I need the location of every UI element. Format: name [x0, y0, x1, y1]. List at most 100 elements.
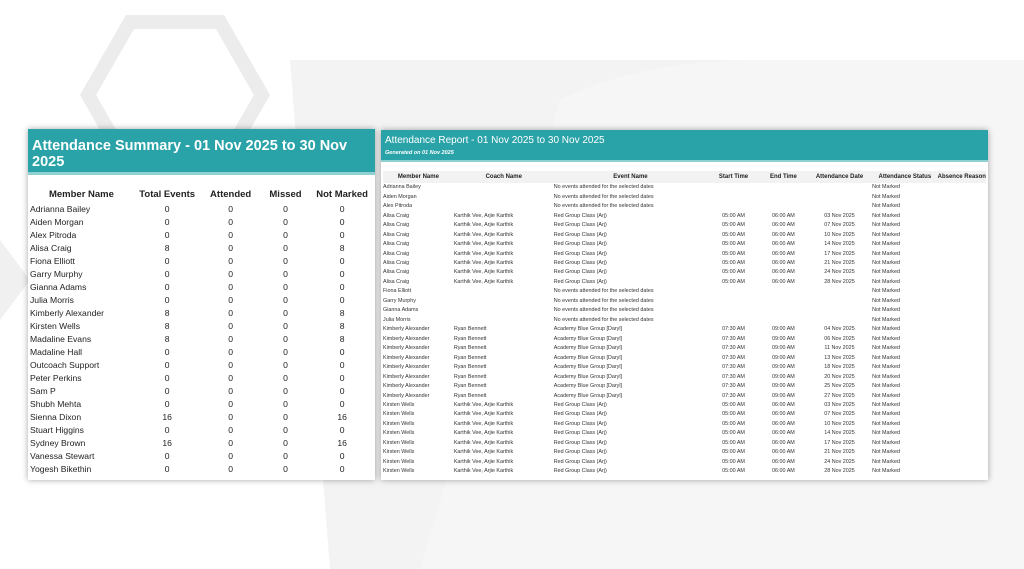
report-cell: Kimberly Alexander [383, 345, 430, 352]
report-cell: Not Marked [872, 288, 900, 295]
report-cell: Academy Blue Group [Daryl] [553, 373, 623, 380]
report-cell [707, 183, 760, 192]
report-cell: 05:00 AM [722, 439, 745, 446]
count-cell: 0 [228, 372, 234, 383]
report-cell: No events attended for the selected date… [553, 203, 654, 210]
table-row: Sam P 0 0 0 0 [30, 384, 373, 397]
report-cell: 05:00 AM [722, 259, 745, 266]
report-cell: 09:00 AM [772, 392, 795, 399]
report-title: Attendance Report - 01 Nov 2025 to 30 No… [385, 135, 605, 146]
report-cell: No events attended for the selected date… [553, 307, 654, 314]
report-cell: Alisa Craig [383, 269, 410, 276]
report-cell: No events attended for the selected date… [553, 193, 654, 200]
report-cell: Kirsten Wells [383, 430, 415, 437]
table-row: Alisa Craig Karthik Vee, Arjie Karthik Red… [383, 221, 986, 230]
count-cell: 0 [228, 203, 234, 214]
report-cell: Not Marked [872, 364, 900, 371]
report-cell: 06:00 AM [772, 468, 795, 475]
count-cell: 0 [164, 294, 170, 305]
report-cell [807, 316, 872, 325]
table-row: Kimberly Alexander Ryan Bennett Academy Bl… [383, 325, 986, 334]
report-cell: Kirsten Wells [383, 402, 415, 409]
table-row: Madaline Evans 8 0 0 8 [30, 332, 373, 345]
report-cell: Ryan Bennett [453, 335, 487, 342]
report-cell: Julia Morris [383, 316, 411, 323]
report-cell: Karthik Vee, Arjie Karthik [453, 439, 514, 446]
count-cell: 0 [339, 359, 345, 370]
table-row: Fiona Elliott No events attended for the … [383, 287, 986, 296]
report-cell [807, 306, 872, 315]
report-cell: Red Group Class (Arj) [553, 278, 607, 285]
report-cell: Ryan Bennett [453, 354, 487, 361]
report-cell [760, 202, 807, 211]
summary-generated-date: Generated on 01 Nov 2025 [32, 176, 133, 185]
report-cell: Garry Murphy [383, 297, 416, 304]
report-cell: Not Marked [872, 430, 900, 437]
count-cell: 0 [339, 424, 345, 435]
report-cell: No events attended for the selected date… [553, 184, 654, 191]
report-cell [938, 458, 986, 467]
report-cell: 05:00 AM [722, 250, 745, 257]
report-cell: Ryan Bennett [453, 345, 487, 352]
member-name-cell: Fiona Elliott [30, 255, 75, 266]
report-cell: Red Group Class (Arj) [553, 439, 607, 446]
report-cell: Not Marked [872, 269, 900, 276]
report-cell: Red Group Class (Arj) [553, 231, 607, 238]
report-cell [938, 410, 986, 419]
report-cell [454, 287, 554, 296]
table-row: Kirsten Wells Karthik Vee, Arjie Karthik R… [383, 458, 986, 467]
report-cell: 06:00 AM [772, 212, 795, 219]
report-cell: Karthik Vee, Arjie Karthik [453, 468, 514, 475]
report-cell [938, 259, 986, 268]
count-cell: 16 [337, 411, 347, 422]
table-row: Kimberly Alexander Ryan Bennett Academy Bl… [383, 344, 986, 353]
count-cell: 0 [339, 203, 345, 214]
report-cell: Not Marked [872, 373, 900, 380]
table-row: Alisa Craig Karthik Vee, Arjie Karthik Red… [383, 240, 986, 249]
table-row: Kimberly Alexander Ryan Bennett Academy Bl… [383, 363, 986, 372]
report-cell [938, 240, 986, 249]
count-cell: 0 [283, 385, 288, 396]
column-header: Member Name [397, 174, 439, 180]
report-cell: Not Marked [872, 449, 900, 456]
report-cell: Karthik Vee, Arjie Karthik [453, 269, 514, 276]
report-cell: Red Group Class (Arj) [553, 402, 607, 409]
count-cell: 0 [164, 229, 170, 240]
report-cell: 11 Nov 2025 [824, 345, 855, 352]
count-cell: 0 [283, 255, 288, 266]
table-row: Aiden Morgan 0 0 0 0 [30, 215, 373, 228]
count-cell: 0 [283, 398, 288, 409]
report-cell [938, 335, 986, 344]
report-cell: Not Marked [872, 411, 900, 418]
report-cell: Red Group Class (Arj) [553, 222, 607, 229]
column-header: Coach Name [485, 174, 522, 180]
report-cell [938, 353, 986, 362]
count-cell: 0 [283, 216, 288, 227]
report-cell: 06:00 AM [772, 259, 795, 266]
report-cell: 06:00 AM [772, 449, 795, 456]
report-header: Attendance Report - 01 Nov 2025 to 30 No… [381, 130, 988, 162]
table-row: Fiona Elliott 0 0 0 0 [30, 254, 373, 267]
count-cell: 0 [164, 463, 170, 474]
report-cell [938, 316, 986, 325]
member-name-cell: Sydney Brown [30, 437, 86, 448]
report-cell: Not Marked [872, 468, 900, 475]
member-name-cell: Kirsten Wells [30, 320, 80, 331]
report-cell: Karthik Vee, Arjie Karthik [453, 222, 514, 229]
table-row: Kimberly Alexander 8 0 0 8 [30, 306, 373, 319]
report-cell: 21 Nov 2025 [824, 449, 855, 456]
column-header: Missed [269, 189, 302, 200]
report-cell: 06:00 AM [772, 241, 795, 248]
report-cell: Karthik Vee, Arjie Karthik [453, 402, 514, 409]
report-cell: Not Marked [872, 316, 900, 323]
count-cell: 0 [339, 216, 345, 227]
report-cell: Red Group Class (Arj) [553, 269, 607, 276]
report-cell: Ryan Bennett [453, 373, 487, 380]
report-cell [938, 420, 986, 429]
count-cell: 0 [339, 281, 345, 292]
count-cell: 0 [164, 268, 170, 279]
column-header: Attendance Status [878, 174, 932, 180]
report-cell [707, 192, 760, 201]
report-cell [938, 467, 986, 476]
count-cell: 0 [283, 450, 288, 461]
